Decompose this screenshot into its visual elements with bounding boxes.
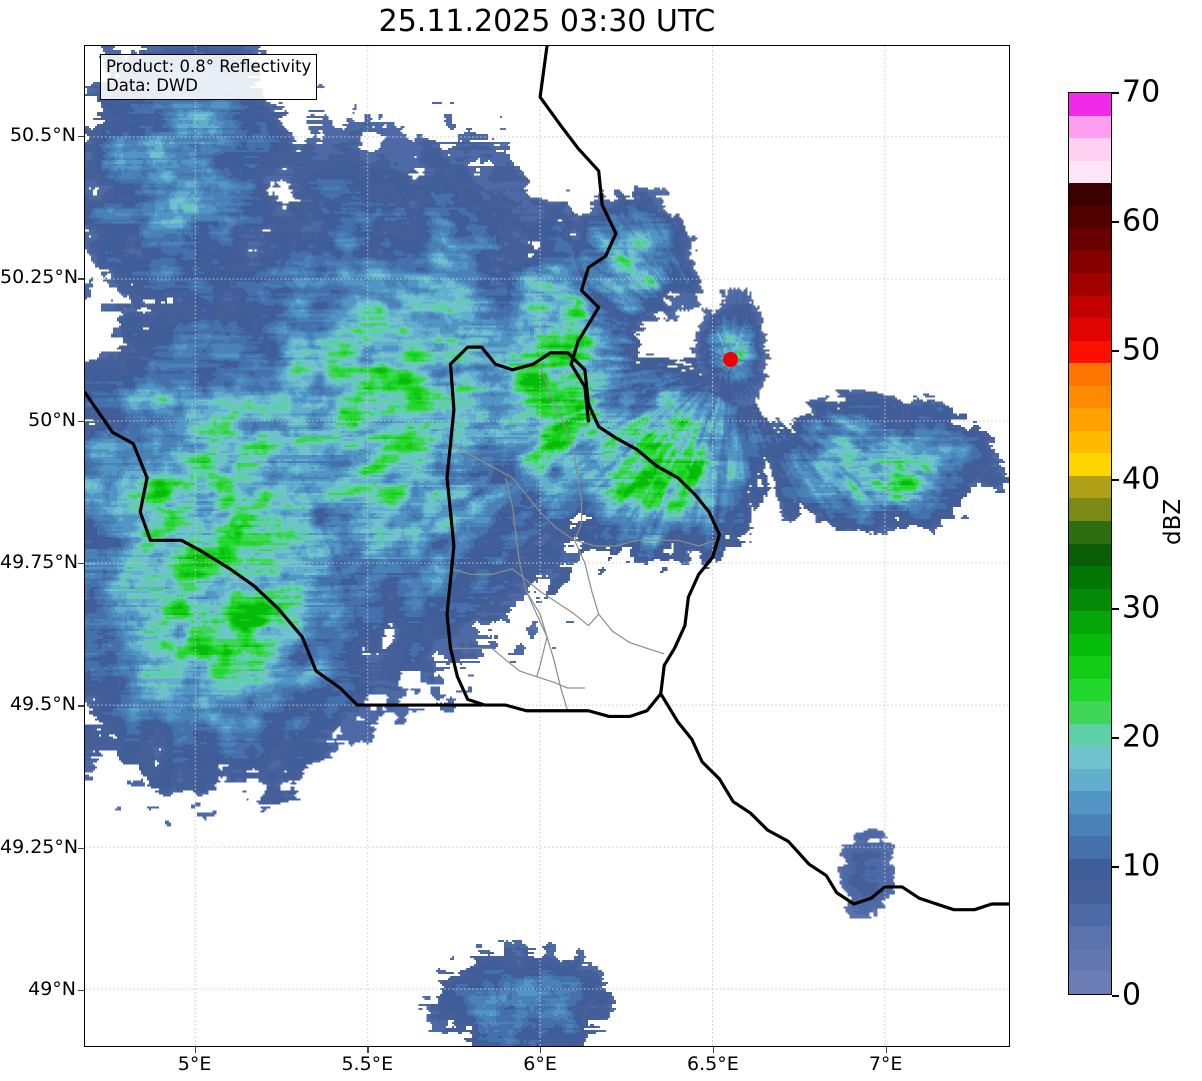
data-source-label: Data: DWD [106,76,198,96]
colorbar-band [1069,677,1111,702]
colorbar-band [1069,564,1111,589]
latitude-tickmark [78,705,84,707]
colorbar-tick-label: 0 [1122,977,1142,1013]
colorbar-band [1069,767,1111,792]
figure-title: 25.11.2025 03:30 UTC [378,4,716,39]
colorbar-axis-label: dBZ [1160,498,1186,545]
colorbar-band [1069,790,1111,814]
colorbar-band [1069,632,1111,657]
colorbar-band [1069,249,1111,274]
latitude-tick-label: 50.5°N [9,124,76,147]
colorbar-band [1069,384,1111,409]
colorbar-tickmark [1112,350,1119,352]
colorbar-tick-label: 70 [1122,74,1161,110]
latitude-tick-label: 49.5°N [9,693,76,716]
colorbar-band [1069,902,1111,927]
colorbar-band [1069,227,1111,251]
colorbar-band [1069,429,1111,454]
longitude-tick-label: 5°E [177,1053,212,1075]
latitude-tick-label: 49.75°N [0,551,79,574]
latitude-tick-label: 50.25°N [0,266,79,289]
latitude-tickmark [78,278,84,280]
colorbar-band [1069,587,1111,612]
colorbar-band [1069,812,1111,837]
colorbar-band [1069,610,1111,634]
longitude-tick-label: 7°E [868,1053,903,1075]
latitude-tickmark [78,990,84,992]
latitude-tickmark [78,847,84,850]
colorbar-band [1069,272,1111,296]
latitude-tick-label: 49°N [28,978,76,1001]
colorbar-band [1069,700,1111,724]
colorbar-band [1069,542,1111,567]
colorbar-band [1069,835,1111,859]
latitude-tickmark [78,563,84,565]
product-label: Product: 0.8° Reflectivity [106,57,312,76]
colorbar-band [1069,722,1111,747]
map-plot-area[interactable]: Product: 0.8° Reflectivity Data: DWD [84,45,1010,1047]
colorbar-tickmark [1112,995,1119,997]
latitude-tick-label: 49.25°N [0,835,79,858]
map-borders-layer [85,46,1009,912]
latitude-tickmark [78,420,84,423]
colorbar-tick-label: 10 [1122,848,1161,884]
colorbar-band [1069,880,1111,904]
longitude-tickmark [367,1047,369,1053]
colorbar-band [1069,474,1111,499]
colorbar-tick-label: 20 [1122,719,1161,755]
longitude-tickmark [194,1047,196,1053]
colorbar-tick-label: 40 [1122,461,1161,497]
colorbar-band [1069,519,1111,544]
longitude-tickmark [540,1047,542,1053]
colorbar-band [1069,407,1111,431]
colorbar-tickmark [1112,479,1119,481]
longitude-tickmark [712,1047,715,1053]
colorbar-band [1069,497,1111,521]
colorbar-band [1069,655,1111,679]
colorbar-band [1069,93,1111,116]
colorbar-tickmark [1112,737,1119,739]
colorbar-band [1069,339,1111,364]
colorbar-band [1069,970,1111,994]
colorbar-band [1069,159,1111,184]
colorbar-tickmark [1112,866,1119,868]
colorbar[interactable] [1068,92,1112,995]
longitude-tick-label: 6°E [523,1053,557,1075]
colorbar-band [1069,362,1111,386]
latitude-tickmark [78,136,84,138]
colorbar-tickmark [1112,608,1119,610]
longitude-tick-label: 5.5°E [341,1053,394,1075]
latitude-tick-label: 50°N [28,408,76,431]
colorbar-band [1069,294,1111,319]
colorbar-band [1069,136,1111,161]
colorbar-tick-label: 60 [1122,203,1161,239]
colorbar-tick-label: 30 [1122,590,1161,626]
colorbar-band [1069,745,1111,769]
colorbar-tick-label: 50 [1122,332,1161,368]
colorbar-band [1069,317,1111,341]
colorbar-tickmark [1112,92,1119,94]
longitude-tick-label: 6.5°E [686,1053,739,1075]
colorbar-band [1069,452,1111,476]
radar-station-marker[interactable] [722,352,738,368]
radar-reflectivity-layer [85,46,1009,1046]
colorbar-band [1069,925,1111,949]
colorbar-band [1069,947,1111,972]
colorbar-band [1069,204,1111,229]
product-info-box: Product: 0.8° Reflectivity Data: DWD [100,54,318,100]
colorbar-tickmark [1112,221,1119,223]
map-gridlines [85,46,1009,1046]
longitude-tickmark [885,1047,887,1053]
colorbar-band [1069,182,1111,206]
colorbar-band [1069,857,1111,882]
colorbar-band [1069,114,1111,139]
